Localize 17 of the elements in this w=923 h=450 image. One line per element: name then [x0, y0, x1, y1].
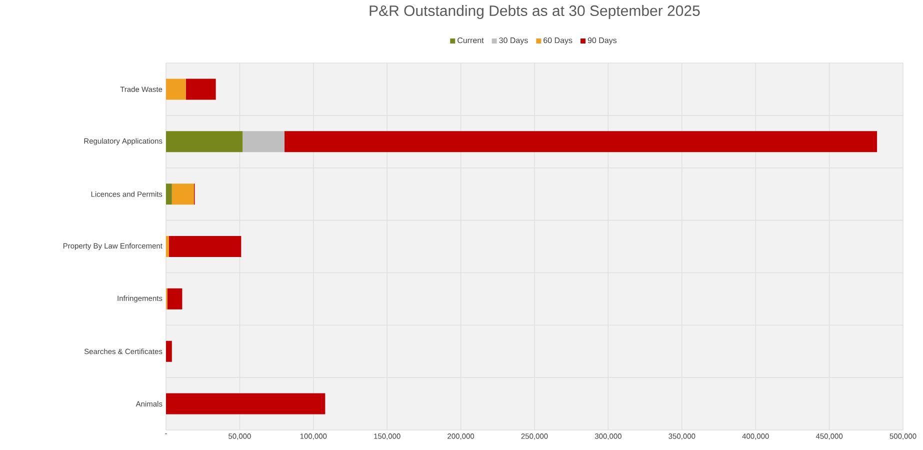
legend-label: 60 Days — [544, 37, 572, 45]
bar — [166, 78, 186, 100]
legend-label: 30 Days — [499, 37, 528, 45]
bar — [166, 184, 172, 205]
bar — [284, 131, 878, 152]
bar — [166, 131, 243, 152]
bar — [167, 288, 182, 310]
bar — [186, 78, 216, 100]
bar — [166, 393, 326, 414]
bar — [168, 236, 242, 258]
chart-title: P&R Outstanding Debts as at 30 September 2025 — [370, 5, 700, 19]
legend-label: 90 Days — [588, 37, 617, 45]
bar — [166, 340, 172, 362]
bar — [172, 184, 194, 205]
bar — [242, 131, 285, 152]
bar — [166, 236, 169, 258]
legend-label: Current — [458, 37, 484, 44]
